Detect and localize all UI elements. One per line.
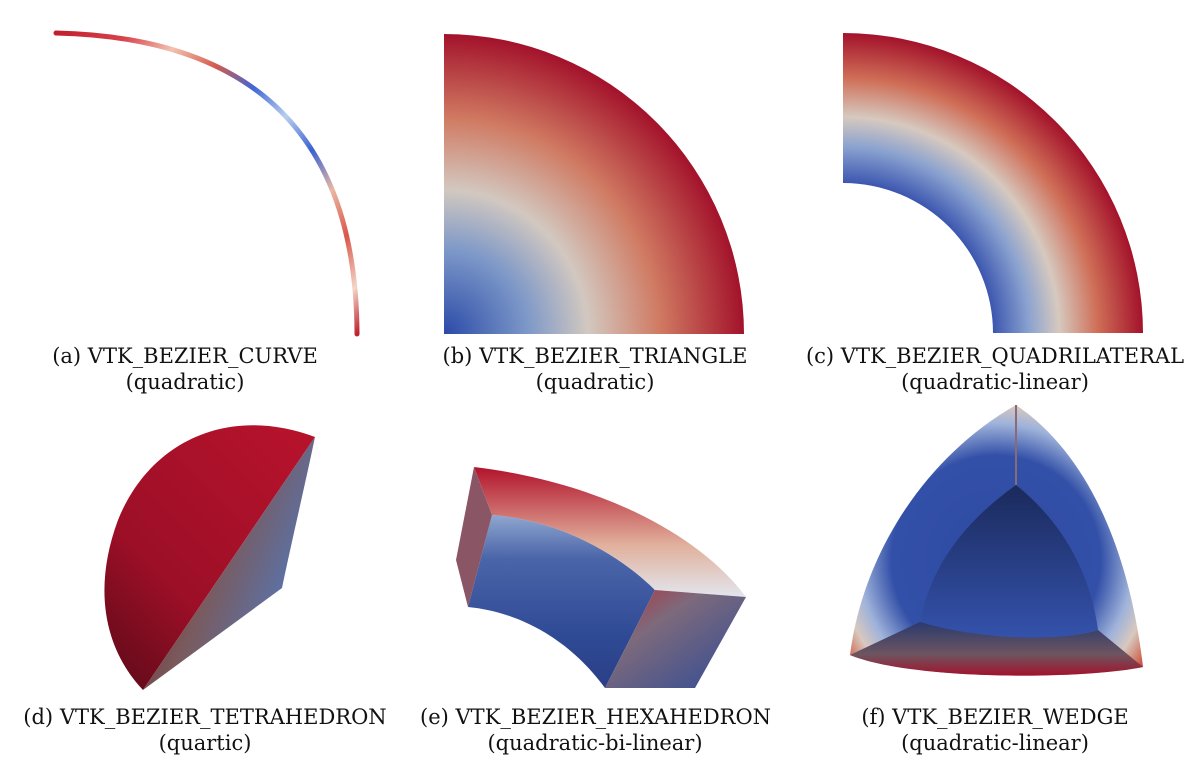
hexahedron-front-face (468, 515, 655, 688)
caption-f-order: (quadratic-linear) (901, 731, 1089, 755)
caption-f-title: (f) VTK_BEZIER_WEDGE (861, 705, 1129, 729)
caption-c-title: (c) VTK_BEZIER_QUADRILATERAL (805, 344, 1185, 368)
hexahedron-right-end (605, 590, 746, 688)
tetrahedron-cut-face (143, 437, 315, 690)
tetrahedron-dome-face (104, 425, 315, 690)
caption-a: (a) VTK_BEZIER_CURVE (quadratic) (40, 343, 330, 395)
caption-a-title: (a) VTK_BEZIER_CURVE (52, 344, 318, 368)
caption-b: (b) VTK_BEZIER_TRIANGLE (quadratic) (430, 343, 760, 395)
bezier-curve-shape (53, 30, 360, 337)
bezier-triangle-shape (444, 34, 744, 334)
caption-b-title: (b) VTK_BEZIER_TRIANGLE (442, 344, 748, 368)
caption-d-order: (quartic) (158, 731, 252, 755)
caption-d-title: (d) VTK_BEZIER_TETRAHEDRON (23, 705, 387, 729)
wedge-inner-face (920, 485, 1098, 638)
caption-a-order: (quadratic) (125, 370, 245, 394)
bezier-quadrilateral-shape (843, 33, 1143, 333)
caption-e: (e) VTK_BEZIER_HEXAHEDRON (quadratic-bi-… (420, 704, 772, 756)
caption-e-title: (e) VTK_BEZIER_HEXAHEDRON (420, 705, 772, 729)
wedge-base-face (850, 622, 1143, 676)
caption-d: (d) VTK_BEZIER_TETRAHEDRON (quartic) (20, 704, 390, 756)
caption-b-order: (quadratic) (535, 370, 655, 394)
hexahedron-left-end (456, 467, 492, 607)
caption-c: (c) VTK_BEZIER_QUADRILATERAL (quadratic-… (800, 343, 1190, 395)
caption-f: (f) VTK_BEZIER_WEDGE (quadratic-linear) (830, 704, 1160, 756)
hexahedron-top-face (474, 467, 746, 597)
caption-e-order: (quadratic-bi-linear) (487, 731, 703, 755)
caption-c-order: (quadratic-linear) (901, 370, 1089, 394)
